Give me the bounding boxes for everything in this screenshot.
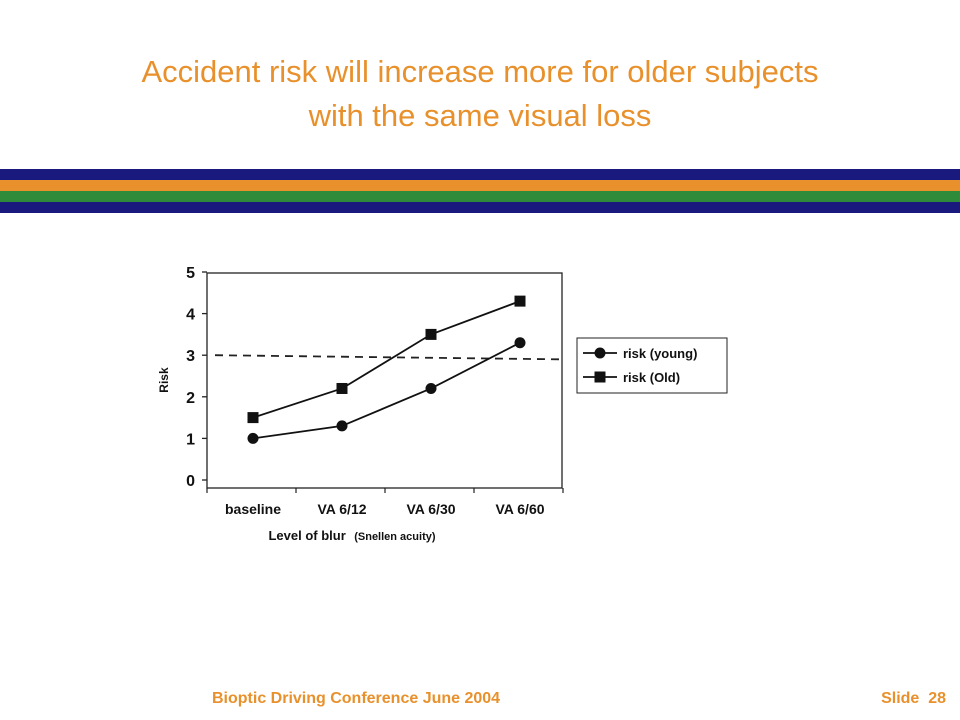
legend-label-0: risk (young) [623,346,697,361]
slide-title-line-1: Accident risk will increase more for old… [141,54,819,89]
stripe-2 [0,180,960,191]
footer-slide-info: Slide 28 [881,690,946,708]
y-tick-label-2: 2 [186,390,195,407]
series-0-point-0 [247,432,259,444]
legend-marker-1 [594,371,606,383]
x-axis-tick-labels: baseline VA 6/12 VA 6/30 VA 6/60 [206,488,564,517]
y-tick-label-3: 3 [186,348,195,365]
footer-slide-label: Slide [881,690,920,707]
series-0-point-1 [336,420,348,432]
slide-title-line-2: with the same visual loss [308,98,652,133]
legend-marker-0 [594,347,606,359]
series-1-point-3 [514,295,526,307]
x-tick-label-3: VA 6/60 [495,501,544,517]
series-0-point-2 [425,382,437,394]
x-axis-label-main: Level of blur [268,528,345,543]
x-tick-label-1: VA 6/12 [317,501,366,517]
footer-slide-number: 28 [928,690,946,707]
series-1-point-0 [247,412,259,424]
y-axis-label: Risk [157,367,171,393]
slide-title: Accident risk will increase more for old… [40,50,920,138]
legend-label-1: risk (Old) [623,370,680,385]
x-tick-label-0: baseline [225,501,281,517]
reference-dashed-line [214,354,563,361]
series-line-1 [252,300,521,419]
y-tick-label-4: 4 [186,307,195,324]
x-axis-label-paren: (Snellen acuity) [354,531,436,543]
x-axis-label: Level of blur (Snellen acuity) [268,527,435,544]
y-tick-label-0: 0 [186,473,195,490]
series-group [247,295,526,444]
stripe-3 [0,191,960,202]
y-tick-label-5: 5 [186,265,195,282]
y-tick-label-1: 1 [186,431,195,448]
decorative-stripes [0,169,960,213]
legend: risk (young) risk (Old) [576,337,728,394]
series-1-point-2 [425,328,437,340]
series-line-0 [252,341,521,440]
stripe-4 [0,202,960,213]
stripe-1 [0,169,960,180]
y-axis-ticks: 0 1 2 3 4 5 [186,265,207,490]
footer-conference: Bioptic Driving Conference June 2004 [212,690,501,707]
series-1-point-1 [336,382,348,394]
series-0-point-3 [514,337,526,349]
x-tick-label-2: VA 6/30 [406,501,455,517]
legend-box [576,337,728,394]
risk-line-chart: 0 1 2 3 4 5 baseline VA 6/12 VA 6/30 VA 6/60 Ris… [157,265,728,544]
